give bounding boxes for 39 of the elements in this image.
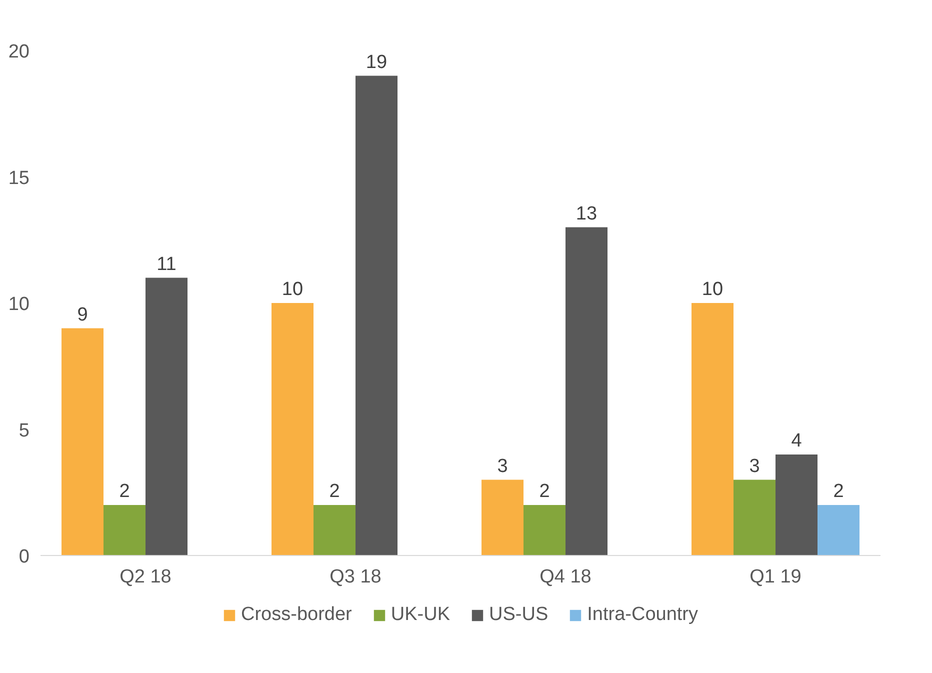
y-tick-label: 20 xyxy=(8,42,30,62)
data-label: 11 xyxy=(156,254,176,275)
bar xyxy=(62,328,104,556)
x-tick-label: Q3 18 xyxy=(330,566,382,588)
data-label: 2 xyxy=(539,481,550,502)
bar xyxy=(692,303,734,556)
data-label: 2 xyxy=(833,481,844,502)
data-label: 4 xyxy=(791,430,802,452)
bar xyxy=(482,480,524,556)
bar xyxy=(776,454,818,556)
x-tick-label: Q4 18 xyxy=(540,566,592,588)
x-tick-label: Q2 18 xyxy=(120,566,172,588)
bar xyxy=(146,278,188,556)
data-label: 19 xyxy=(366,52,388,73)
bar xyxy=(566,227,608,556)
data-label: 9 xyxy=(77,304,88,326)
legend-label: US-US xyxy=(489,604,548,626)
bar xyxy=(356,76,398,556)
data-label: 2 xyxy=(119,481,130,502)
legend-label: UK-UK xyxy=(390,604,450,626)
y-tick-label: 15 xyxy=(8,168,30,189)
data-label: 2 xyxy=(329,481,340,502)
data-label: 10 xyxy=(702,279,724,300)
data-label: 3 xyxy=(749,456,760,477)
bar xyxy=(314,505,356,556)
legend-label: Intra-Country xyxy=(587,604,698,626)
data-label: 3 xyxy=(497,456,508,477)
bar xyxy=(818,505,860,556)
bar xyxy=(104,505,146,556)
data-label: 10 xyxy=(282,279,304,300)
y-tick-label: 5 xyxy=(18,420,30,442)
bar xyxy=(272,303,314,556)
bar xyxy=(734,480,776,556)
x-tick-label: Q1 19 xyxy=(750,566,802,588)
y-tick-label: 0 xyxy=(18,546,30,568)
legend-label: Cross-border xyxy=(241,604,352,626)
y-tick-label: 10 xyxy=(8,294,30,315)
bar xyxy=(524,505,566,556)
data-label: 13 xyxy=(576,203,598,224)
